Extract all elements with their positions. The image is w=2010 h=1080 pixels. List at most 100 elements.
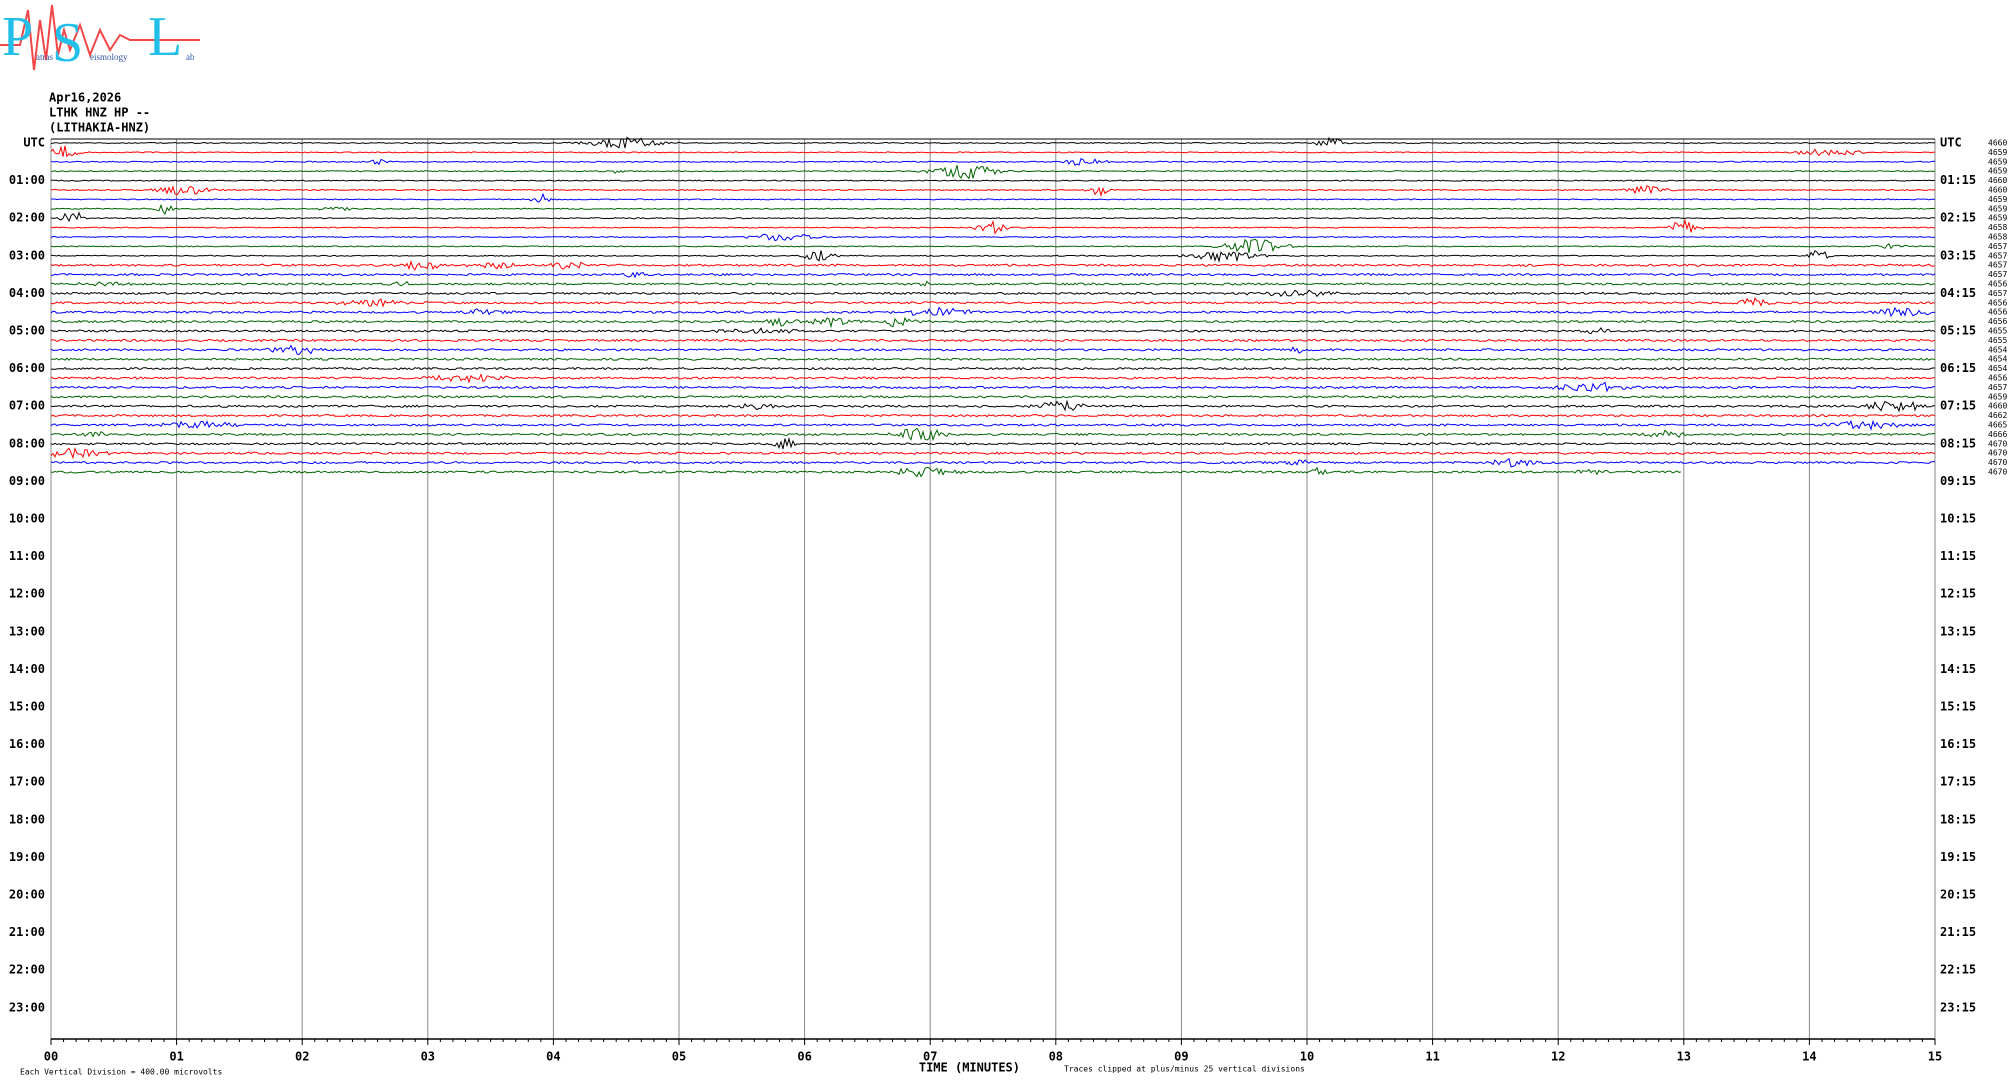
left-time-label: 19:00 — [9, 850, 45, 864]
right-time-label: 09:15 — [1940, 474, 1976, 488]
trace-offset: 4658 — [1988, 223, 2007, 232]
left-time-label: 02:00 — [9, 211, 45, 225]
right-time-label: 21:15 — [1940, 925, 1976, 939]
right-time-label: 16:15 — [1940, 737, 1976, 751]
right-time-label: 14:15 — [1940, 662, 1976, 676]
seismic-trace — [51, 192, 1936, 203]
left-time-label: 13:00 — [9, 624, 45, 638]
seismic-trace — [50, 427, 1936, 442]
left-time-label: 12:00 — [9, 587, 45, 601]
seismic-trace — [50, 419, 1936, 431]
right-time-label: UTC — [1940, 136, 1962, 150]
seismic-trace — [50, 306, 1936, 318]
seismic-trace — [50, 447, 1936, 460]
left-time-label: 05:00 — [9, 324, 45, 338]
trace-offset: 4658 — [1988, 233, 2007, 242]
x-tick-label: 00 — [44, 1050, 58, 1064]
x-tick-label: 12 — [1551, 1050, 1565, 1064]
left-time-label: 23:00 — [9, 1000, 45, 1014]
seismic-trace — [50, 381, 1936, 393]
footer-clip: Traces clipped at plus/minus 25 vertical… — [1064, 1065, 1305, 1074]
left-time-label: 03:00 — [9, 248, 45, 262]
trace-offset: 4660 — [1988, 139, 2007, 148]
left-time-label: 01:00 — [9, 173, 45, 187]
left-time-label: 17:00 — [9, 775, 45, 789]
trace-offset: 4659 — [1988, 195, 2007, 204]
trace-offset: 4659 — [1988, 392, 2007, 401]
seismic-trace — [51, 357, 1936, 361]
right-time-label: 08:15 — [1940, 436, 1976, 450]
x-tick-label: 08 — [1049, 1050, 1063, 1064]
right-time-label: 23:15 — [1940, 1000, 1976, 1014]
trace-offset: 4657 — [1988, 251, 2007, 260]
seismic-trace — [50, 296, 1936, 308]
seismic-trace — [50, 184, 1936, 198]
left-time-label: 15:00 — [9, 700, 45, 714]
right-time-label: 19:15 — [1940, 850, 1976, 864]
left-time-label: 16:00 — [9, 737, 45, 751]
seismic-trace — [50, 165, 1936, 180]
right-time-label: 11:15 — [1940, 549, 1976, 563]
trace-offset: 4655 — [1988, 327, 2007, 336]
right-time-label: 18:15 — [1940, 812, 1976, 826]
left-time-label: 18:00 — [9, 812, 45, 826]
left-time-label: 09:00 — [9, 474, 45, 488]
logo-letter: P — [2, 6, 33, 68]
x-tick-label: 15 — [1928, 1050, 1942, 1064]
seismic-trace — [50, 211, 1936, 223]
right-time-label: 20:15 — [1940, 888, 1976, 902]
seismic-trace — [50, 316, 1936, 329]
trace-offset: 4665 — [1988, 421, 2007, 430]
x-tick-label: 04 — [546, 1050, 560, 1064]
seismic-trace — [50, 399, 1936, 413]
trace-offset: 4659 — [1988, 148, 2007, 157]
seismic-trace — [50, 203, 1936, 216]
seismic-trace — [50, 327, 1936, 335]
axis-title: TIME (MINUTES) — [919, 1061, 1020, 1075]
right-time-label: 07:15 — [1940, 399, 1976, 413]
x-tick-label: 03 — [421, 1050, 435, 1064]
x-tick-label: 13 — [1677, 1050, 1691, 1064]
trace-offset: 4657 — [1988, 242, 2007, 251]
right-time-label: 12:15 — [1940, 587, 1976, 601]
trace-offset: 4670 — [1988, 468, 2007, 477]
seismic-trace — [50, 218, 1936, 235]
trace-offset: 4670 — [1988, 449, 2007, 458]
trace-offset: 4656 — [1988, 374, 2007, 383]
right-time-label: 02:15 — [1940, 211, 1976, 225]
trace-offset: 4657 — [1988, 383, 2007, 392]
seismic-trace — [50, 260, 1936, 271]
right-time-label: 01:15 — [1940, 173, 1976, 187]
seismic-trace — [50, 366, 1936, 371]
x-tick-label: 01 — [169, 1050, 183, 1064]
seismic-trace — [50, 413, 1936, 418]
trace-offset: 4660 — [1988, 186, 2007, 195]
right-time-label: 10:15 — [1940, 512, 1976, 526]
seismic-trace — [50, 395, 1936, 399]
trace-offset: 4656 — [1988, 280, 2007, 289]
logo-word: eismology — [90, 52, 128, 62]
trace-offset: 4657 — [1988, 289, 2007, 298]
right-time-label: 17:15 — [1940, 775, 1976, 789]
seismic-trace — [50, 289, 1936, 298]
left-time-label: 10:00 — [9, 512, 45, 526]
left-time-label: 11:00 — [9, 549, 45, 563]
seismic-trace — [50, 233, 1936, 242]
trace-offset: 4659 — [1988, 167, 2007, 176]
x-tick-label: 02 — [295, 1050, 309, 1064]
left-time-label: 04:00 — [9, 286, 45, 300]
trace-offset: 4656 — [1988, 308, 2007, 317]
site: (LITHAKIA-HNZ) — [49, 121, 150, 135]
seismic-trace — [50, 466, 1682, 478]
trace-offset: 4657 — [1988, 261, 2007, 270]
trace-offset: 4670 — [1988, 439, 2007, 448]
trace-offset: 4657 — [1988, 270, 2007, 279]
seismic-trace — [50, 280, 1936, 287]
logo-letter: L — [148, 6, 182, 68]
left-time-label: UTC — [23, 136, 45, 150]
seismic-trace — [50, 338, 1936, 343]
seismic-trace — [50, 179, 1936, 182]
right-time-label: 06:15 — [1940, 361, 1976, 375]
date: Apr16,2026 — [49, 91, 121, 105]
trace-offset: 4654 — [1988, 355, 2007, 364]
